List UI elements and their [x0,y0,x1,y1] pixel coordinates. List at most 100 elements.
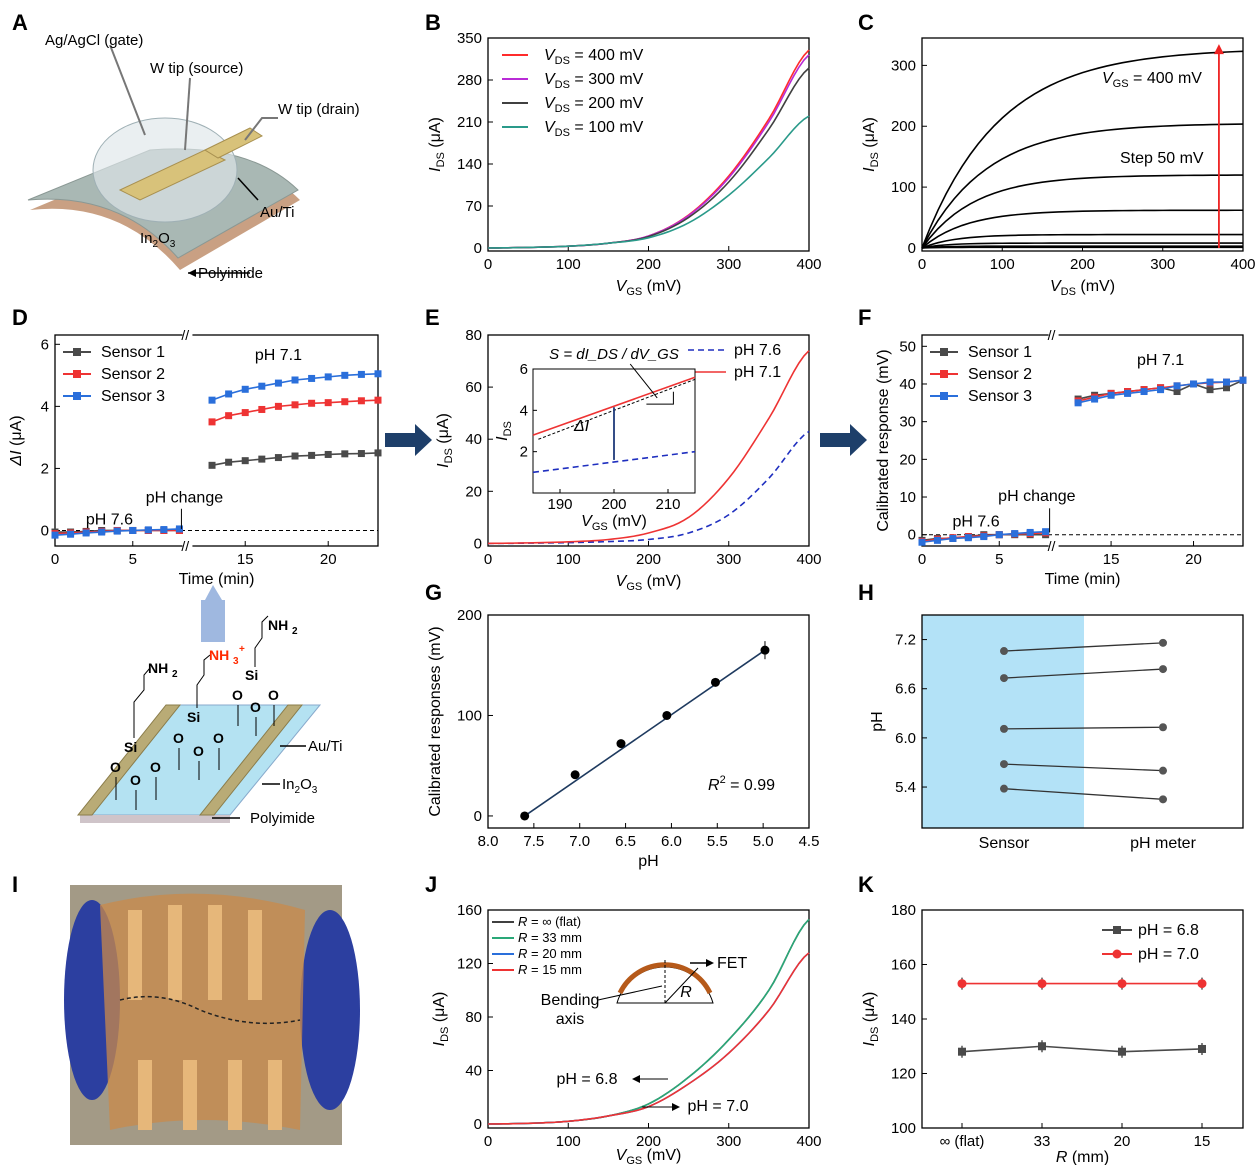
data-point [1197,979,1207,989]
x-tick-label: 0 [484,256,492,273]
series-line-2 [487,67,810,249]
x-tick-label: 400 [796,551,821,568]
data-point [324,450,332,458]
y-axis-label: IDS (μA) [431,992,451,1047]
data-point [1091,395,1099,403]
svg-text:+: + [239,644,245,655]
data-point [1038,1042,1046,1051]
x-tick-label: 7.5 [523,833,544,850]
x-tick-label: 0 [484,1133,492,1150]
data-point [616,739,626,749]
legend-label-0: Sensor 1 [101,344,165,361]
upward-arrow-shaft [201,600,225,642]
data-point [258,455,266,463]
y-axis-label: IDS (μA) [861,117,881,172]
chart-e: 0 100 200 300 400 0 20 40 60 80 VGS (mV) IDS (μA) pH… [435,327,822,593]
legend-label-0: pH = 6.8 [1138,922,1199,939]
data-point [274,379,282,387]
output-curve-0 [921,50,1244,249]
pair-line [1003,642,1164,652]
data-point [374,449,382,457]
inset-y-tick-label: 2 [520,444,528,461]
x-tick-label: 20 [1185,551,1202,568]
label-au-ti-d: Au/Ti [308,738,342,755]
data-point [520,811,530,821]
data-point [949,534,957,542]
x-tick-label: 300 [716,256,741,273]
data-point [67,530,75,538]
meter-point [1159,665,1167,674]
data-point [113,527,121,535]
legend-marker-1 [940,370,948,378]
data-point [1206,378,1214,386]
panel-i-photo [64,885,360,1145]
surface-chemistry-schematic: Au/Ti In2O3 Polyimide Si NH 2 OOO Si NH 3+… [76,585,342,827]
category-label-0: Sensor [979,835,1030,852]
data-point [241,385,249,393]
data-point [995,531,1003,539]
charged-amine: NH [209,647,229,663]
plot-frame [54,334,379,547]
transfer-curve-1 [487,350,810,545]
data-point [308,374,316,382]
axis-break-bottom [1048,543,1059,549]
drain-tip [244,117,278,141]
label-ag-agcl-gate: Ag/AgCl (gate) [45,32,143,49]
svg-text:NH: NH [148,660,168,676]
flow-arrow-d-to-e [385,424,432,456]
source-tip [184,77,191,151]
label-w-tip-source: W tip (source) [150,60,243,77]
data-point [208,461,216,469]
output-curve-4 [921,233,1244,249]
svg-text:NH: NH [268,617,288,633]
data-point [144,526,152,534]
data-point [374,370,382,378]
y-axis-label: Calibrated responses (mV) [427,626,444,816]
data-point [258,382,266,390]
inset-y-label: IDS [494,421,514,441]
annotation-ph71: pH 7.1 [1137,352,1184,369]
annotation-ph70: pH = 7.0 [688,1098,749,1115]
flow-arrow-e-to-f [820,424,867,456]
pair-line [1003,668,1164,679]
y-tick-label: 70 [465,198,482,215]
panel-letter-g: G [425,580,442,605]
x-tick-label: 0 [484,551,492,568]
meter-point [1159,638,1167,647]
chart-c: 0 100 200 300 400 0 100 200 300 VDS (mV) IDS (μA) V… [861,37,1256,298]
panel-letter-h: H [858,580,874,605]
y-tick-label: 50 [899,338,916,355]
data-point [291,452,299,460]
legend-label-1: Sensor 2 [968,366,1032,383]
silane-group-1: Si NH 2 OOO [110,660,178,810]
y-tick-label: 350 [457,30,482,47]
data-point [98,528,106,536]
x-tick-label: 33 [1034,1133,1051,1150]
data-point [1206,386,1214,394]
svg-text:Si: Si [245,667,258,683]
data-point [291,401,299,409]
sensor-point [1000,674,1008,683]
output-curve-7 [921,246,1243,249]
y-tick-label: 6.6 [895,681,916,698]
y-tick-label: 160 [457,902,482,919]
x-tick-label: 0 [918,256,926,273]
legend-label-1: pH 7.1 [734,364,781,381]
svg-text:O: O [173,730,184,746]
data-point [208,418,216,426]
data-point [957,979,967,989]
legend-label-2: Sensor 3 [101,388,165,405]
x-tick-label: 6.0 [661,833,682,850]
annotation-r: R [680,984,692,1001]
inset-equation: S = dI_DS / dV_GS [549,346,679,363]
plot-frame [487,614,810,829]
data-point [570,770,580,780]
x-axis-label: VGS (mV) [616,1147,682,1165]
plot-frame [921,909,1244,1129]
data-point [1011,530,1019,538]
chart-f: // // 0 5 15 20 0 10 20 30 40 50 Time (min) Sensor 1 S… [875,327,1247,588]
y-tick-label: 100 [891,179,916,196]
svg-text:O: O [213,730,224,746]
y-axis-label: IDS (μA) [861,992,881,1047]
data-point [225,458,233,466]
